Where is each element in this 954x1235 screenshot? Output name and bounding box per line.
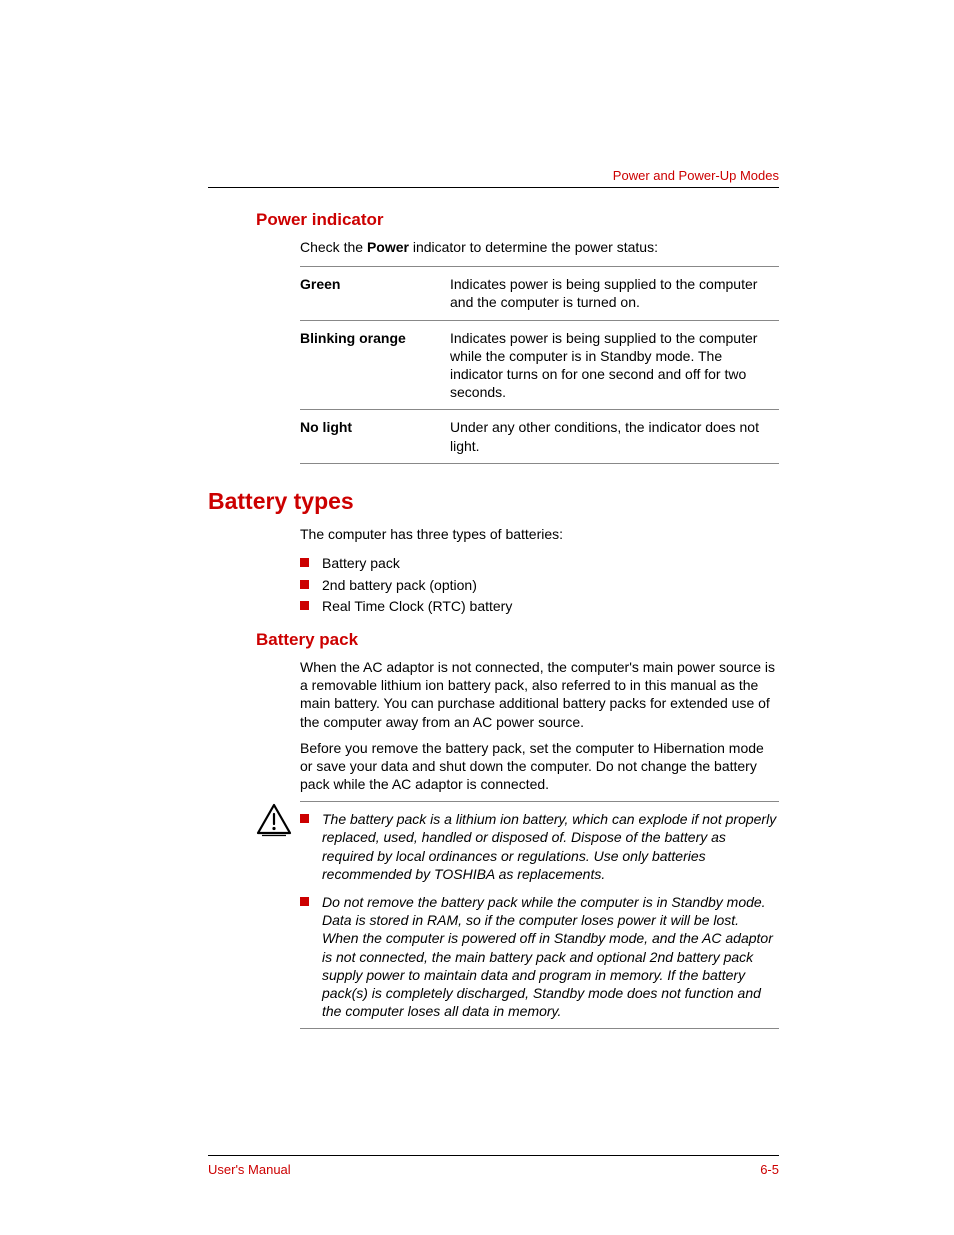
indicator-label: No light: [300, 410, 450, 463]
battery-pack-p1: When the AC adaptor is not connected, th…: [300, 658, 779, 731]
battery-types-list: Battery pack 2nd battery pack (option) R…: [300, 553, 779, 618]
page-footer: User's Manual 6-5: [208, 1155, 779, 1177]
indicator-label: Blinking orange: [300, 320, 450, 410]
power-indicator-heading: Power indicator: [256, 210, 779, 230]
list-item: 2nd battery pack (option): [300, 575, 779, 597]
footer-left: User's Manual: [208, 1162, 291, 1177]
power-indicator-intro: Check the Power indicator to determine t…: [300, 238, 779, 256]
table-row: Blinking orange Indicates power is being…: [300, 320, 779, 410]
list-item: Real Time Clock (RTC) battery: [300, 596, 779, 618]
table-row: No light Under any other conditions, the…: [300, 410, 779, 463]
header-section-title: Power and Power-Up Modes: [613, 168, 779, 183]
footer-right: 6-5: [760, 1162, 779, 1177]
warning-content: The battery pack is a lithium ion batter…: [300, 801, 779, 1029]
intro-post: indicator to determine the power status:: [409, 239, 658, 255]
indicator-desc: Indicates power is being supplied to the…: [450, 267, 779, 320]
warning-item: The battery pack is a lithium ion batter…: [300, 810, 779, 883]
intro-bold: Power: [367, 239, 409, 255]
table-row: Green Indicates power is being supplied …: [300, 267, 779, 320]
battery-pack-heading: Battery pack: [256, 630, 779, 650]
intro-pre: Check the: [300, 239, 367, 255]
header-rule: [208, 187, 779, 188]
battery-types-intro: The computer has three types of batterie…: [300, 525, 779, 543]
warning-icon: [256, 803, 296, 842]
page-content: Power indicator Check the Power indicato…: [208, 210, 779, 1029]
warning-list: The battery pack is a lithium ion batter…: [300, 810, 779, 1020]
warning-box: The battery pack is a lithium ion batter…: [256, 801, 779, 1029]
list-item: Battery pack: [300, 553, 779, 575]
warning-item: Do not remove the battery pack while the…: [300, 893, 779, 1020]
footer-rule: [208, 1155, 779, 1156]
battery-pack-p2: Before you remove the battery pack, set …: [300, 739, 779, 794]
indicator-desc: Indicates power is being supplied to the…: [450, 320, 779, 410]
indicator-desc: Under any other conditions, the indicato…: [450, 410, 779, 463]
indicator-label: Green: [300, 267, 450, 320]
power-indicator-table: Green Indicates power is being supplied …: [300, 266, 779, 464]
battery-types-heading: Battery types: [208, 488, 779, 515]
